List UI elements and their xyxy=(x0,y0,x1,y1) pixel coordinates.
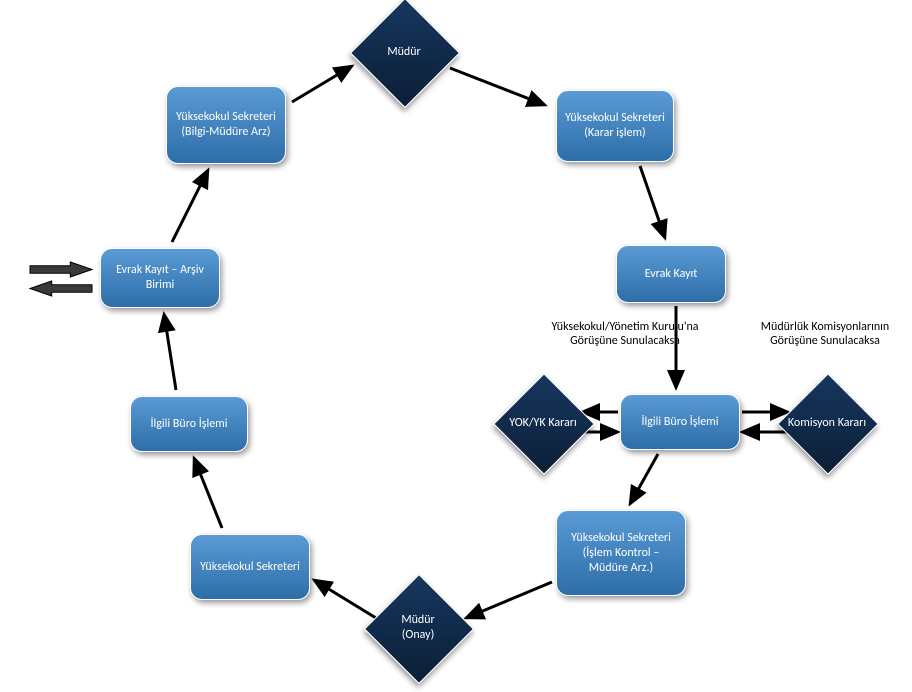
node-label: Yüksekokul Sekreteri xyxy=(200,560,300,575)
node-sekreter-karar: Yüksekokul Sekreteri(Karar işlem) xyxy=(556,90,674,162)
diamond-shape xyxy=(777,373,879,475)
edge-arrow xyxy=(194,458,222,528)
node-sekreter-bottom: Yüksekokul Sekreteri xyxy=(190,534,310,600)
edge-arrow xyxy=(164,314,176,390)
node-label: İlgili Büro İşlemi xyxy=(150,417,227,432)
node-mudur-top: Müdür xyxy=(366,14,442,90)
edge-arrow xyxy=(466,582,552,618)
node-sekreter-kontrol: Yüksekokul Sekreteri(İşlem Kontrol – Müd… xyxy=(556,510,686,596)
annotation-text: Yüksekokul/Yönetim Kurulu'na Görüşüne Su… xyxy=(551,320,698,348)
node-label: Yüksekokul Sekreteri(Bilgi-Müdüre Arz) xyxy=(176,110,276,140)
diamond-shape xyxy=(350,0,460,108)
node-label: Evrak Kayıt – Arşiv Birimi xyxy=(109,263,211,293)
edge-arrow xyxy=(314,580,376,618)
annotation-right: Müdürlük Komisyonlarının Görüşüne Sunula… xyxy=(740,320,910,349)
node-label: İlgili Büro İşlemi xyxy=(641,415,718,430)
diamond-shape xyxy=(364,574,474,684)
node-yok-yk: YOK/YK Kararı xyxy=(508,388,578,458)
edge-arrow xyxy=(172,170,208,242)
node-evrak-arsiv: Evrak Kayıt – Arşiv Birimi xyxy=(100,248,220,308)
node-ilgili-buro-left: İlgili Büro İşlemi xyxy=(130,396,248,452)
io-arrow-out-icon xyxy=(30,262,92,277)
node-mudur-onay: Müdür(Onay) xyxy=(380,590,456,666)
node-ilgili-buro-right: İlgili Büro İşlemi xyxy=(620,394,740,450)
node-komisyon: Komisyon Kararı xyxy=(792,388,862,458)
flowchart-stage: Müdür Yüksekokul Sekreteri(Karar işlem) … xyxy=(0,0,912,692)
edge-arrow xyxy=(450,68,545,105)
edge-arrow xyxy=(630,454,658,504)
node-label: Evrak Kayıt xyxy=(645,267,698,282)
edge-arrow xyxy=(292,66,352,102)
node-sekreter-arz: Yüksekokul Sekreteri(Bilgi-Müdüre Arz) xyxy=(166,86,286,164)
annotation-text: Müdürlük Komisyonlarının Görüşüne Sunula… xyxy=(761,320,889,348)
edge-arrow xyxy=(640,166,665,238)
annotation-left: Yüksekokul/Yönetim Kurulu'na Görüşüne Su… xyxy=(540,320,710,349)
diamond-shape xyxy=(493,373,595,475)
io-arrow-in-icon xyxy=(30,281,92,296)
node-label: Yüksekokul Sekreteri(Karar işlem) xyxy=(565,111,665,141)
node-label: Yüksekokul Sekreteri(İşlem Kontrol – Müd… xyxy=(565,531,677,576)
node-evrak-kayit-right: Evrak Kayıt xyxy=(616,245,726,303)
